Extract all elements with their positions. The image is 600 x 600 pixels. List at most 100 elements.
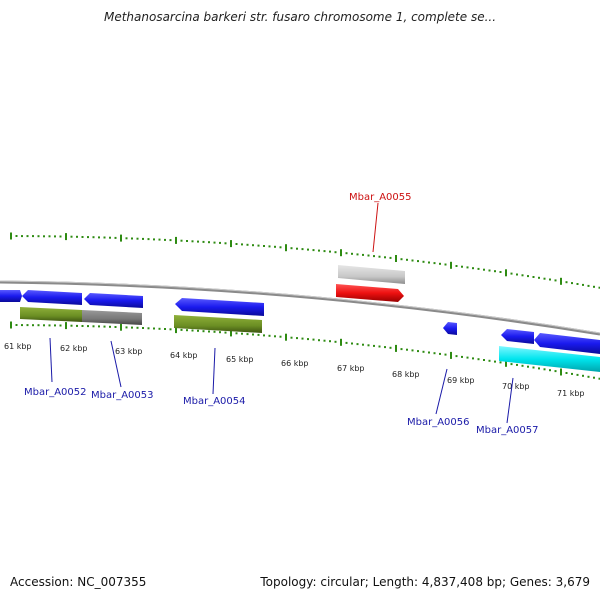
minor-tick — [483, 359, 485, 361]
minor-tick — [477, 267, 480, 270]
minor-tick — [32, 324, 34, 327]
minor-tick — [252, 333, 254, 336]
minor-tick — [268, 334, 271, 337]
tick-label: 61 kbp — [4, 342, 32, 351]
minor-tick — [516, 363, 518, 366]
minor-tick — [296, 337, 298, 340]
minor-tick — [422, 260, 425, 263]
cds-arrow-mbar-a0052[interactable] — [22, 290, 82, 305]
minor-tick — [131, 326, 133, 329]
inner-tick-ring — [10, 321, 600, 380]
minor-tick — [268, 245, 271, 248]
minor-tick — [472, 357, 474, 360]
tick-label: 63 kbp — [115, 347, 143, 356]
minor-tick — [136, 326, 139, 329]
minor-tick — [279, 335, 282, 338]
major-tick — [560, 277, 562, 285]
minor-tick — [202, 240, 205, 243]
gene-bar-mbar-a0052[interactable] — [20, 307, 82, 322]
minor-tick — [208, 330, 210, 333]
topology-label: Topology: circular; Length: 4,837,408 bp… — [260, 575, 590, 589]
minor-tick — [131, 237, 133, 240]
minor-tick — [21, 235, 23, 238]
minor-tick — [510, 363, 513, 366]
minor-tick — [329, 340, 331, 343]
minor-tick — [582, 283, 584, 286]
minor-tick — [125, 237, 128, 240]
gene-label-mbar-a0053[interactable]: Mbar_A0053 — [91, 390, 154, 401]
minor-tick — [312, 249, 315, 252]
minor-tick — [274, 335, 276, 338]
minor-tick — [373, 344, 375, 347]
minor-tick — [538, 276, 540, 279]
minor-tick — [103, 236, 106, 239]
minor-tick — [274, 245, 276, 248]
leader-line-mbar-a0057 — [506, 377, 514, 424]
minor-tick — [598, 286, 600, 289]
minor-tick — [378, 255, 381, 258]
minor-tick — [32, 235, 34, 238]
minor-tick — [15, 235, 18, 237]
minor-tick — [318, 249, 320, 252]
major-tick — [175, 326, 177, 334]
minor-tick — [521, 364, 524, 367]
gene-label-mbar-a0056[interactable]: Mbar_A0056 — [407, 417, 470, 428]
cds-arrow[interactable] — [0, 290, 22, 302]
minor-tick — [499, 271, 502, 273]
accession-label: Accession: NC_007355 — [10, 575, 147, 589]
cds-arrow-mbar-a0054[interactable] — [175, 298, 264, 316]
gene-bar-mbar-a0053[interactable] — [82, 310, 142, 325]
gene-label-mbar-a0052[interactable]: Mbar_A0052 — [24, 387, 87, 398]
minor-tick — [549, 278, 551, 281]
cds-arrow-mbar-a0053[interactable] — [84, 293, 143, 308]
minor-tick — [290, 247, 293, 250]
minor-tick — [301, 337, 304, 340]
minor-tick — [488, 269, 491, 272]
minor-tick — [213, 241, 216, 244]
tick-label: 62 kbp — [60, 344, 88, 353]
minor-tick — [92, 325, 95, 328]
minor-tick — [554, 370, 557, 373]
minor-tick — [147, 238, 150, 241]
map-title: Methanosarcina barkeri str. fusaro chrom… — [103, 10, 497, 24]
minor-tick — [235, 243, 238, 245]
tick-label: 68 kbp — [392, 370, 420, 379]
minor-tick — [235, 332, 238, 335]
minor-tick — [81, 325, 84, 327]
minor-tick — [406, 258, 408, 261]
minor-tick — [389, 346, 392, 349]
minor-tick — [43, 324, 45, 327]
minor-tick — [356, 253, 359, 256]
major-tick — [340, 338, 342, 346]
major-tick — [65, 322, 67, 330]
minor-tick — [191, 329, 194, 332]
gene-bar-mbar-a0057[interactable] — [499, 346, 600, 372]
leader-line-mbar-a0055 — [372, 202, 379, 253]
gene-bar-mbar-a0054[interactable] — [174, 315, 262, 333]
minor-tick — [549, 369, 551, 372]
gene-bar-mbar-a0055[interactable] — [338, 265, 405, 284]
gene-label-mbar-a0057[interactable]: Mbar_A0057 — [476, 425, 539, 436]
gene-label-mbar-a0055[interactable]: Mbar_A0055 — [349, 192, 412, 203]
gene-label-mbar-a0054[interactable]: Mbar_A0054 — [183, 396, 246, 407]
minor-tick — [444, 353, 447, 356]
minor-tick — [422, 350, 425, 353]
minor-tick — [521, 274, 524, 277]
minor-tick — [362, 343, 364, 346]
minor-tick — [197, 329, 199, 332]
chromosome-backbone-highlight — [0, 280, 600, 334]
major-tick — [340, 249, 342, 257]
minor-tick — [593, 285, 595, 288]
cds-arrow-mbar-a0056[interactable] — [443, 322, 457, 335]
minor-tick — [367, 344, 370, 347]
minor-tick — [373, 255, 375, 258]
tick-label: 71 kbp — [557, 389, 585, 398]
minor-tick — [494, 360, 496, 363]
minor-tick — [466, 356, 469, 359]
minor-tick — [444, 263, 447, 266]
minor-tick — [455, 265, 458, 267]
cds-arrow[interactable] — [534, 333, 600, 354]
cds-arrow-mbar-a0055[interactable] — [336, 284, 404, 302]
cds-arrow-mbar-a0057[interactable] — [501, 329, 534, 344]
minor-tick — [180, 328, 183, 331]
